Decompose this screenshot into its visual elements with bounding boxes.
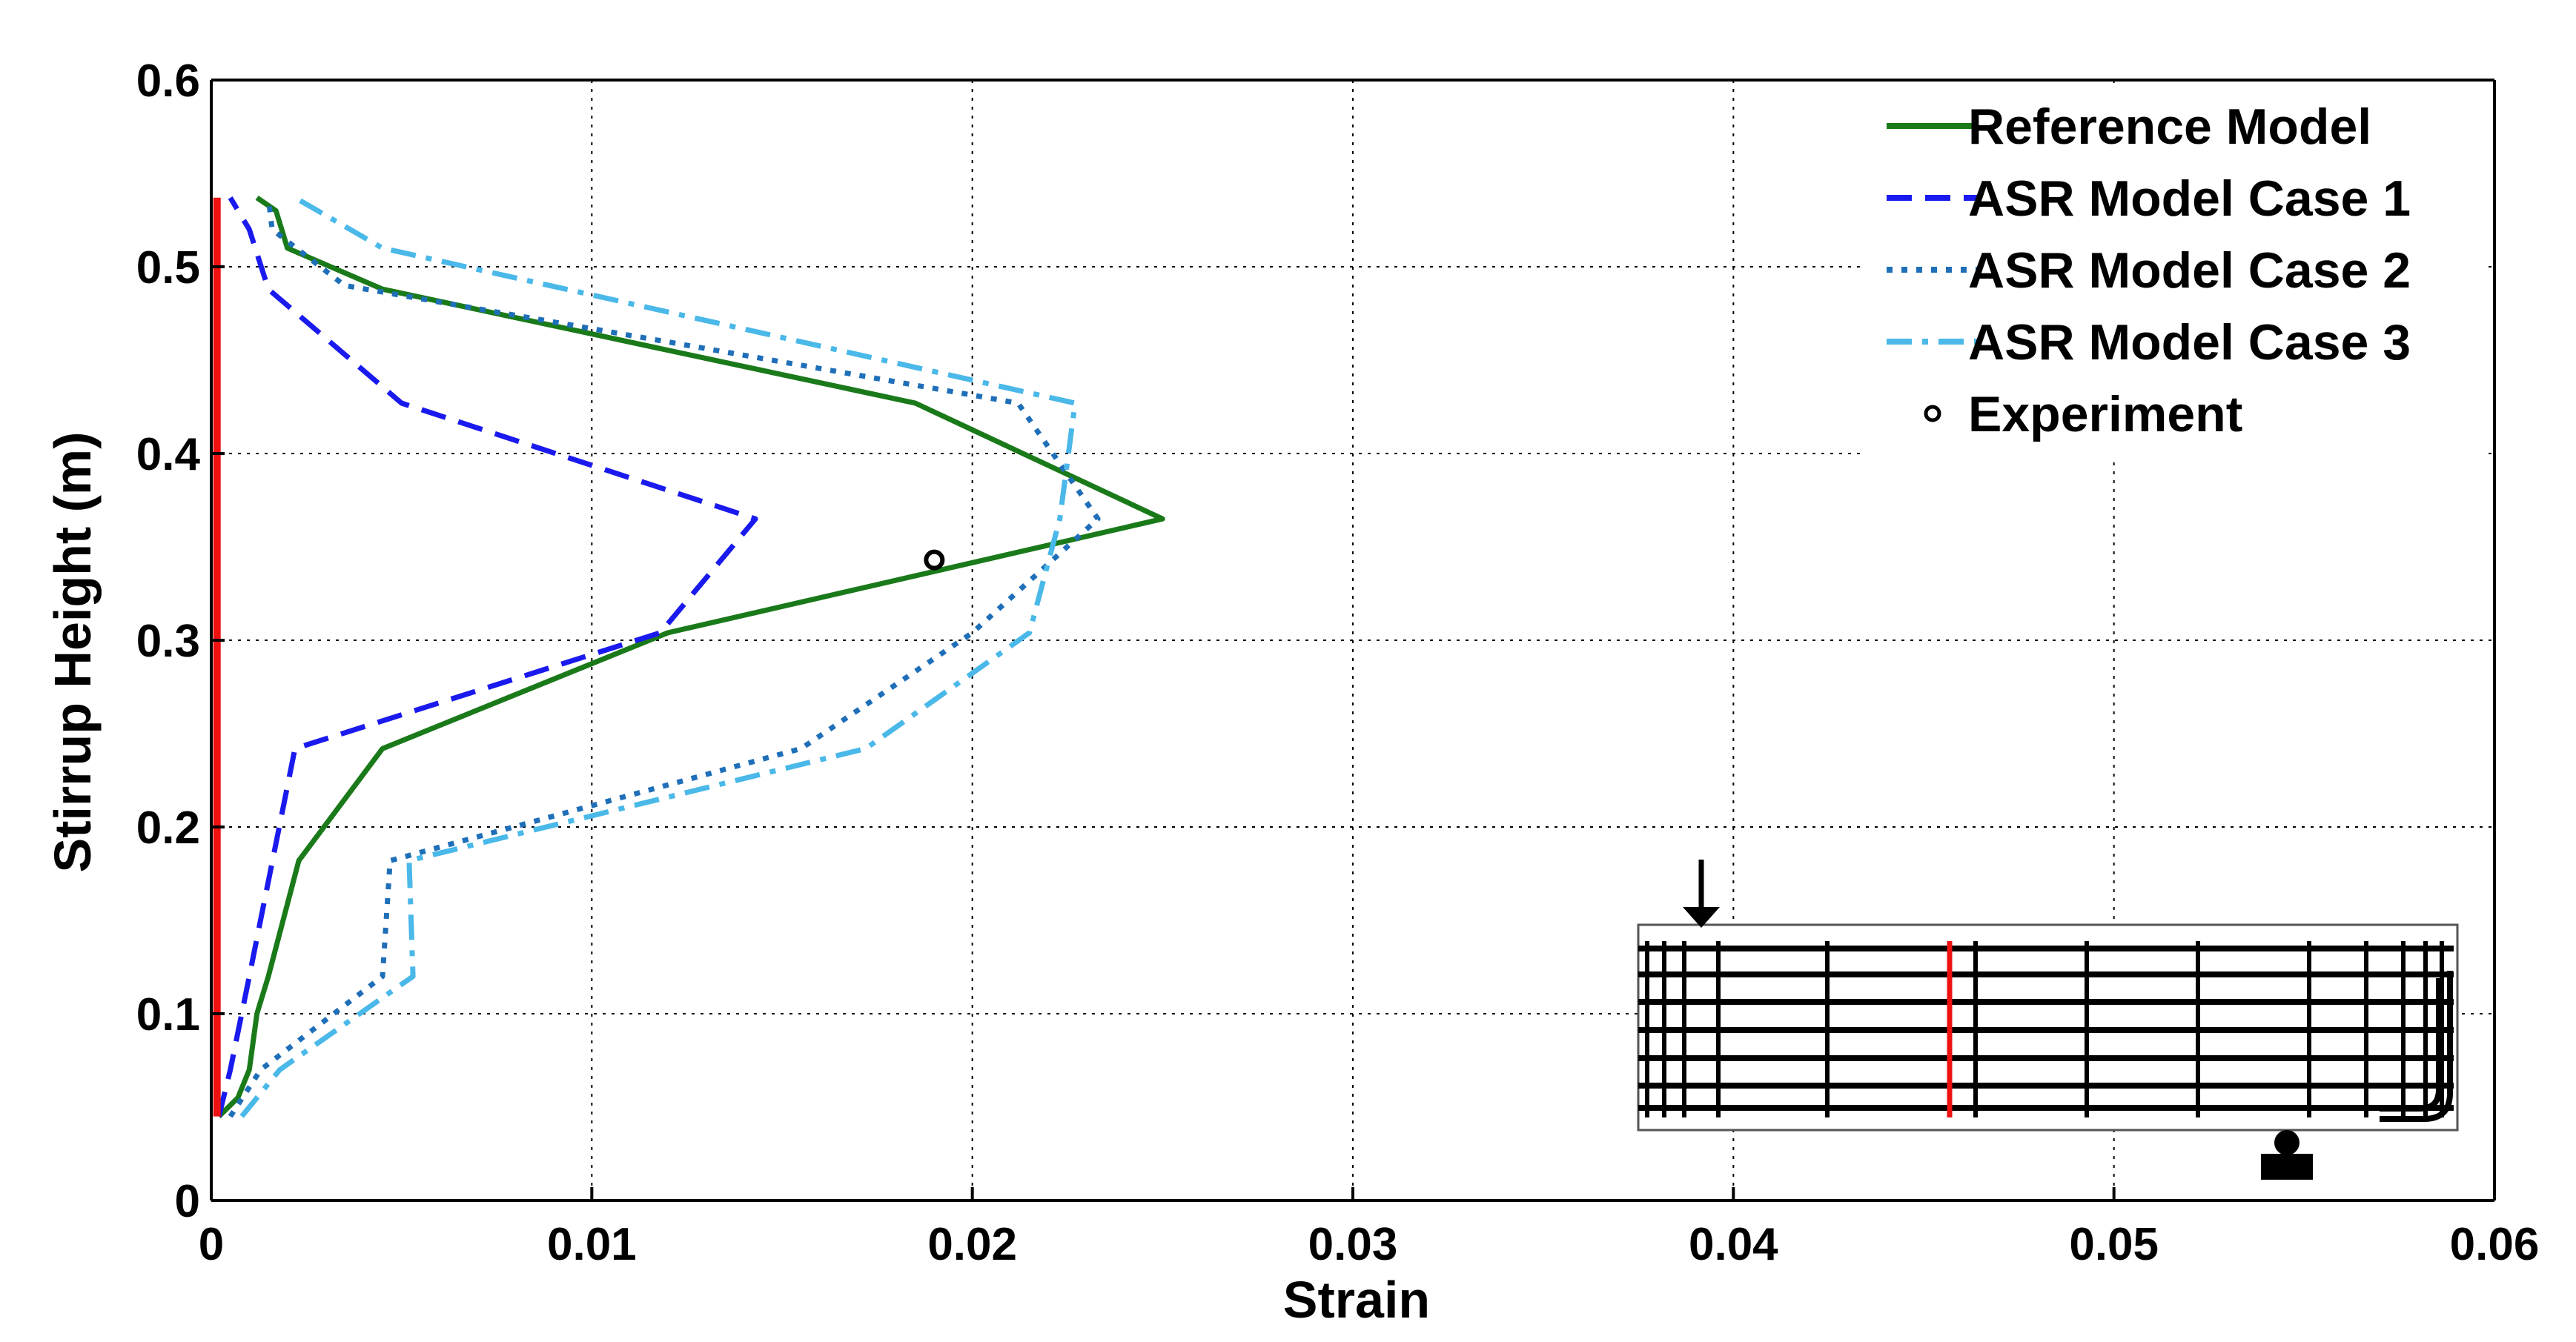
y-tick-label-3: 0.3 (136, 616, 200, 667)
x-tick-label-5: 0.05 (2069, 1219, 2159, 1270)
tick-labels: 0 0.01 0.02 0.03 0.04 0.05 0.06 0 0.1 0.2 0.3 0.4 0.… (136, 56, 2540, 1270)
x-tick-label-4: 0.04 (1689, 1219, 1778, 1270)
inset-bar-hook-outer (2380, 971, 2453, 1122)
y-axis-label: Stirrup Height (m) (44, 432, 102, 873)
series-line-0 (216, 195, 1165, 1119)
x-tick-label-1: 0.01 (547, 1219, 637, 1270)
inset-support-base (2261, 1154, 2313, 1180)
grid-lines (211, 80, 2494, 1200)
y-tick-label-5: 0.5 (136, 242, 200, 293)
legend-label-0: Reference Model (1968, 99, 2371, 155)
y-tick-label-6: 0.6 (136, 56, 200, 107)
legend-label-1: ASR Model Case 1 (1968, 170, 2411, 227)
inset-support-roller (2274, 1130, 2299, 1155)
inset-bar-hook (2380, 978, 2442, 1112)
legend-label-4: Experiment (1968, 386, 2242, 442)
series-line-1 (216, 196, 758, 1117)
series-line-2 (228, 197, 1101, 1118)
y-tick-label-4: 0.4 (136, 429, 201, 480)
series-marker-experiment-0 (924, 549, 945, 571)
beam-inset-diagram (1637, 860, 2459, 1180)
x-axis-label: Strain (1283, 1271, 1430, 1329)
x-tick-label-3: 0.03 (1308, 1219, 1398, 1270)
legend-label-2: ASR Model Case 2 (1968, 242, 2411, 299)
series-line-3 (239, 195, 1078, 1118)
legend: Reference Model ASR Model Case 1 ASR Model… (1861, 87, 2487, 456)
inset-load-arrow-head (1683, 907, 1720, 928)
legend-marker-4 (1924, 405, 1941, 422)
x-tick-label-6: 0.06 (2450, 1219, 2540, 1270)
y-tick-label-2: 0.2 (136, 803, 200, 854)
legend-label-3: ASR Model Case 3 (1968, 314, 2411, 371)
series-group (213, 195, 1165, 1119)
y-tick-label-0: 0 (175, 1176, 200, 1227)
y-tick-label-1: 0.1 (136, 989, 200, 1040)
x-tick-label-0: 0 (199, 1219, 224, 1270)
x-tick-label-2: 0.02 (927, 1219, 1017, 1270)
